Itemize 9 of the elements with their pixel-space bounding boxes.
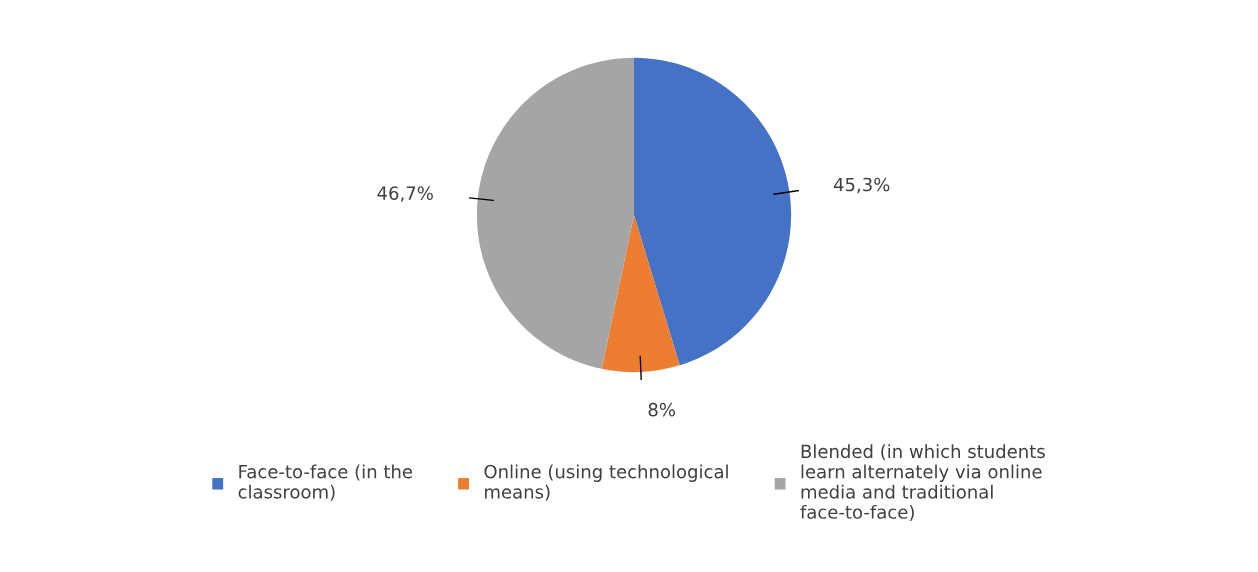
data-label: 8%: [648, 402, 675, 417]
data-label: 46,7%: [377, 186, 433, 202]
legend-label: Face-to-face (in the classroom): [238, 464, 413, 501]
legend-label: Online (using technological means): [484, 464, 728, 501]
pie-slice: [476, 57, 634, 369]
pie-slice: [601, 215, 680, 373]
pie-slice: [634, 57, 792, 366]
legend-label: Blended (in which students learn alternately via online media and traditional face-to-face): [800, 444, 1045, 521]
data-label: 45,3%: [833, 177, 890, 194]
